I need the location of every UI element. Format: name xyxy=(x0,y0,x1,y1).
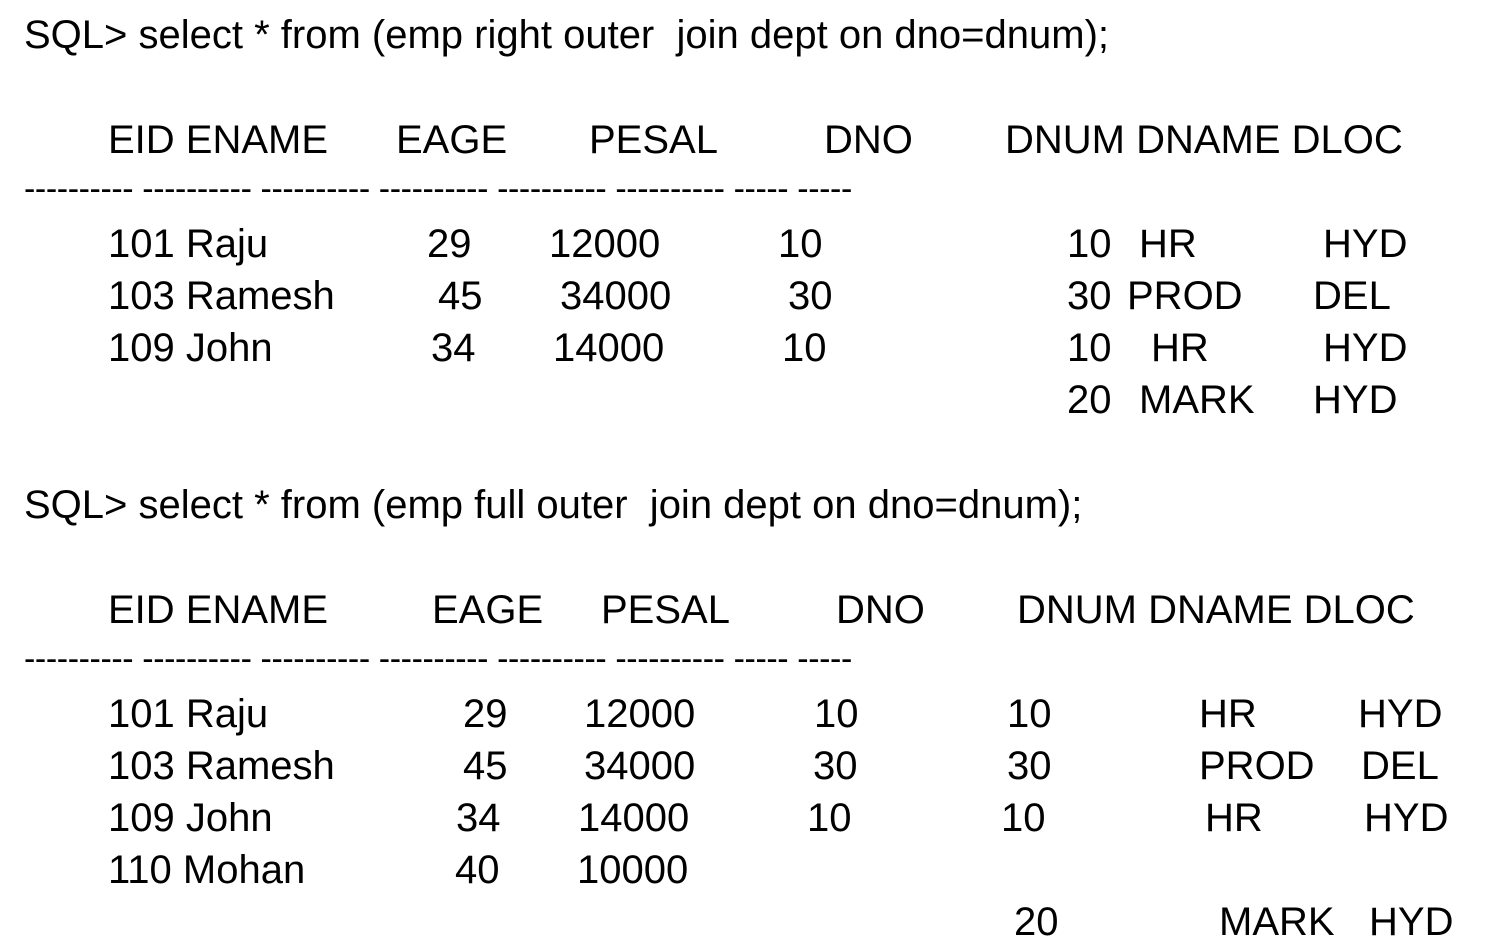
header-dno: DNO xyxy=(824,118,913,162)
cell-dname: HR xyxy=(1151,326,1209,370)
cell-eid-ename: 101 Raju xyxy=(108,692,269,736)
cell-pesal: 14000 xyxy=(578,796,690,840)
cell-dloc: DEL xyxy=(1313,274,1391,318)
cell-dname: HR xyxy=(1199,692,1257,736)
cell-dname: PROD xyxy=(1127,274,1243,318)
cell-dnum: 20 xyxy=(1067,378,1112,422)
header-pesal: PESAL xyxy=(589,118,718,162)
cell-dno: 10 xyxy=(778,222,823,266)
cell-eage: 45 xyxy=(463,744,508,788)
column-separator: ---------- ---------- ---------- -------… xyxy=(24,170,852,208)
cell-eid-ename: 101 Raju xyxy=(108,222,269,266)
cell-eid-ename: 103 Ramesh xyxy=(108,274,335,318)
cell-eid-ename: 103 Ramesh xyxy=(108,744,335,788)
cell-dnum: 10 xyxy=(1001,796,1046,840)
cell-pesal: 12000 xyxy=(584,692,696,736)
cell-dnum: 30 xyxy=(1007,744,1052,788)
cell-dnum: 10 xyxy=(1067,326,1112,370)
header-pesal: PESAL xyxy=(601,588,730,632)
cell-dnum: 10 xyxy=(1007,692,1052,736)
sql-command: SQL> select * from (emp full outer join … xyxy=(24,483,1083,527)
cell-dloc: HYD xyxy=(1364,796,1449,840)
cell-dloc: HYD xyxy=(1369,900,1454,944)
cell-eid-ename: 109 John xyxy=(108,326,273,370)
header-eage: EAGE xyxy=(432,588,544,632)
header-eage: EAGE xyxy=(396,118,508,162)
header-eid-ename: EID ENAME xyxy=(108,118,329,162)
header-dnum-dname-dloc: DNUM DNAME DLOC xyxy=(1017,588,1415,632)
cell-eage: 34 xyxy=(431,326,476,370)
cell-pesal: 34000 xyxy=(584,744,696,788)
cell-eage: 34 xyxy=(456,796,501,840)
cell-eage: 29 xyxy=(463,692,508,736)
cell-dno: 10 xyxy=(807,796,852,840)
cell-dno: 30 xyxy=(813,744,858,788)
header-dnum-dname-dloc: DNUM DNAME DLOC xyxy=(1005,118,1403,162)
cell-pesal: 14000 xyxy=(553,326,665,370)
cell-dno: 30 xyxy=(788,274,833,318)
cell-pesal: 34000 xyxy=(560,274,672,318)
cell-pesal: 10000 xyxy=(577,848,689,892)
cell-dname: MARK xyxy=(1139,378,1255,422)
cell-dnum: 20 xyxy=(1014,900,1059,944)
cell-dloc: HYD xyxy=(1323,326,1408,370)
header-dno: DNO xyxy=(836,588,925,632)
cell-eage: 45 xyxy=(438,274,483,318)
cell-dno: 10 xyxy=(782,326,827,370)
column-separator: ---------- ---------- ---------- -------… xyxy=(24,640,852,678)
cell-pesal: 12000 xyxy=(549,222,661,266)
cell-dloc: HYD xyxy=(1323,222,1408,266)
cell-dnum: 30 xyxy=(1067,274,1112,318)
cell-dno: 10 xyxy=(814,692,859,736)
cell-dloc: HYD xyxy=(1313,378,1398,422)
cell-dname: MARK xyxy=(1219,900,1335,944)
sql-command: SQL> select * from (emp right outer join… xyxy=(24,13,1110,57)
cell-dloc: DEL xyxy=(1361,744,1439,788)
cell-dname: HR xyxy=(1205,796,1263,840)
cell-eid-ename: 109 John xyxy=(108,796,273,840)
cell-dname: HR xyxy=(1139,222,1197,266)
cell-eage: 29 xyxy=(427,222,472,266)
cell-dloc: HYD xyxy=(1358,692,1443,736)
cell-eage: 40 xyxy=(455,848,500,892)
cell-dnum: 10 xyxy=(1067,222,1112,266)
cell-eid-ename: 110 Mohan xyxy=(108,848,306,892)
header-eid-ename: EID ENAME xyxy=(108,588,329,632)
cell-dname: PROD xyxy=(1199,744,1315,788)
